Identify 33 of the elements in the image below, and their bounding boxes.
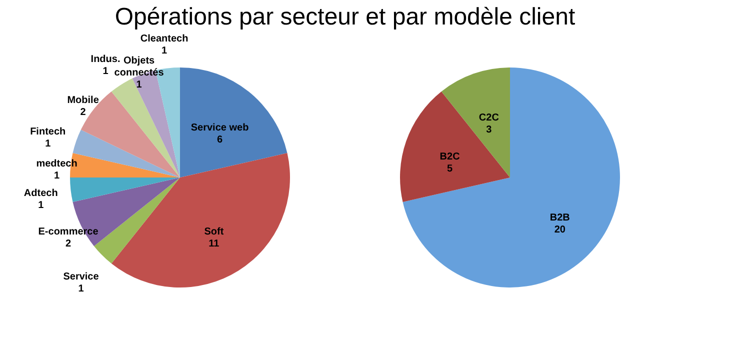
slice-label: Mobile: [67, 95, 100, 106]
data-label: 20: [554, 224, 566, 236]
pie-slice: [402, 68, 620, 288]
data-label: 3: [486, 124, 492, 136]
slice-label: B2B: [550, 212, 570, 224]
data-label: 1: [162, 45, 168, 56]
pie-slice: [441, 68, 510, 178]
text: Opérations par secteur et par modèle client: [114, 3, 576, 30]
slice-label: Service: [63, 271, 100, 282]
slice-label: Service web: [190, 122, 249, 134]
slice-label: Fintech: [30, 126, 66, 138]
data-label: 1: [54, 170, 60, 182]
slice-label: B2C: [440, 151, 460, 162]
pie-slice: [400, 92, 510, 202]
pie-slice: [111, 153, 290, 288]
slice-label: C2C: [478, 112, 499, 124]
pie-slice: [70, 178, 180, 202]
pie-slice: [111, 78, 180, 178]
slice-label: Cleantech: [140, 33, 188, 44]
data-label: 1: [38, 200, 44, 212]
data-label: 11: [208, 238, 220, 250]
data-label: 5: [447, 163, 453, 174]
data-label: 1: [45, 138, 52, 150]
data-label: 1: [78, 283, 84, 294]
data-label: 6: [216, 134, 223, 146]
slice-label: Indus.: [90, 54, 120, 65]
data-label: 1: [136, 79, 142, 90]
slice-label: Soft: [204, 226, 224, 238]
data-label: 1: [102, 66, 109, 77]
data-label: 2: [66, 238, 72, 250]
pie-slice: [180, 68, 288, 178]
slice-label: Adtech: [24, 188, 58, 200]
data-label: 2: [80, 107, 86, 118]
